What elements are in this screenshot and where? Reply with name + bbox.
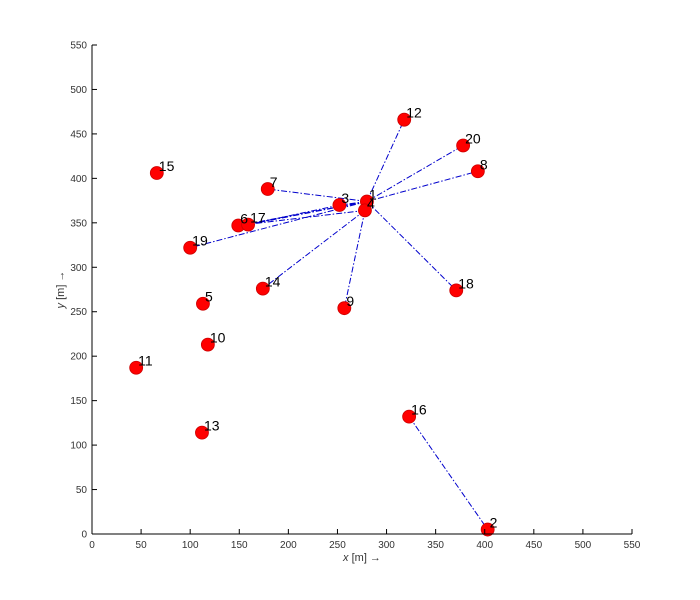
node-marker <box>397 112 412 127</box>
y-tick-label: 550 <box>70 41 87 52</box>
x-tick-label: 150 <box>231 540 248 551</box>
node-label: 13 <box>204 418 220 434</box>
y-axis-label: y [m] → <box>55 271 67 310</box>
node-label: 12 <box>406 105 422 121</box>
x-tick-label: 50 <box>136 540 148 551</box>
link-line <box>190 200 368 249</box>
link-line <box>366 201 457 291</box>
node-label: 20 <box>465 130 481 146</box>
x-tick-label: 250 <box>329 540 346 551</box>
node-label: 3 <box>341 190 349 206</box>
node-label: 14 <box>265 274 281 290</box>
node-marker <box>337 301 352 316</box>
node-marker <box>200 337 215 352</box>
node-label: 10 <box>210 330 226 346</box>
node-label: 4 <box>367 195 375 211</box>
link-line <box>366 145 464 202</box>
y-tick-label: 500 <box>70 85 87 96</box>
node-label: 15 <box>159 158 175 174</box>
x-tick-label: 450 <box>525 540 542 551</box>
link-line <box>238 200 368 226</box>
x-tick-label: 0 <box>89 540 95 551</box>
link-line <box>248 204 340 226</box>
x-axis-label: x [m] → <box>342 552 381 564</box>
node-marker <box>470 164 485 179</box>
y-tick-label: 0 <box>81 530 87 541</box>
node-marker <box>195 425 209 440</box>
node-label: 19 <box>192 233 208 249</box>
node-marker <box>129 360 144 375</box>
node-marker <box>183 240 198 255</box>
y-tick-label: 200 <box>70 352 87 363</box>
x-tick-label: 550 <box>624 540 641 551</box>
x-tick-label: 200 <box>280 540 297 551</box>
node-label: 7 <box>270 174 278 190</box>
node-label: 18 <box>458 275 474 291</box>
y-tick-label: 150 <box>70 396 87 407</box>
x-tick-label: 400 <box>476 540 493 551</box>
nodes-layer <box>129 112 495 537</box>
node-marker <box>196 296 210 311</box>
node-label: 11 <box>138 353 153 369</box>
node-label: 16 <box>411 402 427 418</box>
y-tick-label: 50 <box>76 485 88 496</box>
y-tick-label: 250 <box>70 307 87 318</box>
y-tick-label: 300 <box>70 263 87 274</box>
y-tick-label: 350 <box>70 218 87 229</box>
y-tick-label: 450 <box>70 129 87 140</box>
link-line <box>366 170 478 202</box>
node-label: 6 <box>240 210 248 226</box>
y-tick-label: 100 <box>70 441 87 452</box>
node-marker <box>332 198 347 212</box>
link-line <box>343 210 366 309</box>
node-marker <box>449 283 464 298</box>
node-label: 5 <box>205 289 213 305</box>
node-marker <box>358 203 372 218</box>
x-tick-label: 100 <box>182 540 199 551</box>
link-line <box>238 209 366 226</box>
node-label: 8 <box>480 156 488 172</box>
y-tick-label: 400 <box>70 174 87 185</box>
node-label: 1 <box>369 186 377 202</box>
node-label: 2 <box>490 515 498 531</box>
node-marker <box>255 281 270 296</box>
node-marker <box>241 217 256 232</box>
link-line <box>267 188 367 202</box>
link-line <box>366 119 405 202</box>
node-marker <box>456 138 471 153</box>
link-line <box>408 416 489 530</box>
node-marker <box>402 409 417 424</box>
x-tick-label: 500 <box>575 540 592 551</box>
axes-layer: 0 50 100 150 200 250 300 350 400 450 500 5500501001… <box>70 41 640 552</box>
node-label: 17 <box>250 210 266 226</box>
node-label: 9 <box>346 293 354 309</box>
x-tick-label: 350 <box>427 540 444 551</box>
links-layer <box>190 119 489 530</box>
node-marker <box>260 182 275 196</box>
x-tick-label: 300 <box>378 540 395 551</box>
node-marker <box>149 166 164 180</box>
link-line <box>262 209 366 290</box>
